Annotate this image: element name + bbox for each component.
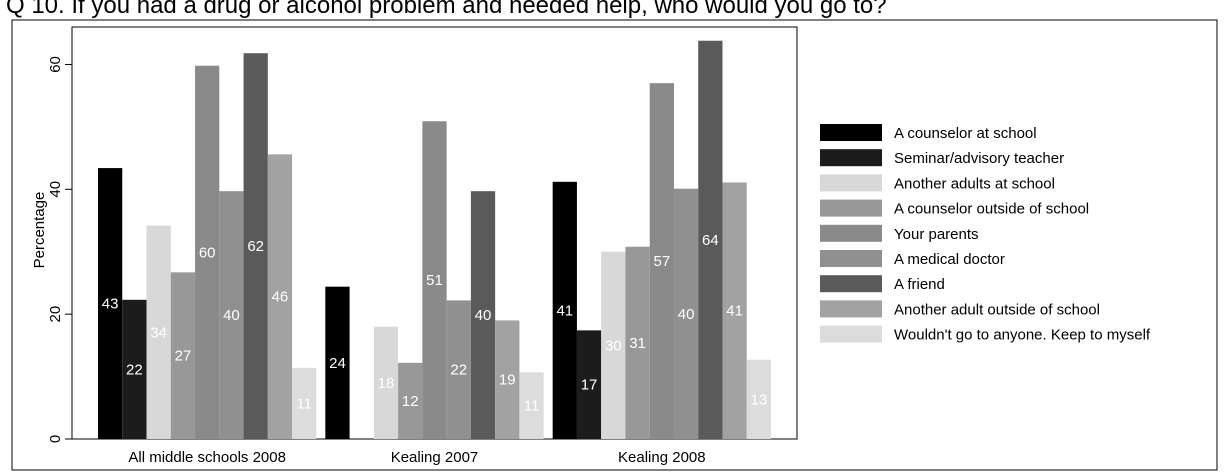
data-label: 22 bbox=[126, 361, 143, 378]
bar bbox=[673, 188, 699, 439]
bar bbox=[470, 191, 496, 439]
y-tick-label: 40 bbox=[47, 181, 64, 198]
x-tick-label: Kealing 2008 bbox=[618, 449, 706, 466]
data-label: 64 bbox=[702, 232, 719, 249]
data-label: 51 bbox=[426, 272, 443, 289]
bar bbox=[325, 286, 350, 439]
legend-label: A friend bbox=[894, 276, 945, 293]
data-label: 34 bbox=[150, 324, 167, 341]
data-label: 46 bbox=[272, 289, 289, 306]
data-label: 41 bbox=[726, 303, 743, 320]
x-tick-label: Kealing 2007 bbox=[391, 449, 479, 466]
legend-label: A counselor outside of school bbox=[894, 201, 1089, 218]
bar bbox=[552, 181, 577, 439]
bar bbox=[746, 359, 771, 439]
legend-swatch bbox=[820, 275, 882, 293]
bar bbox=[170, 272, 196, 439]
data-label: 27 bbox=[175, 348, 192, 365]
bar bbox=[219, 191, 244, 439]
y-tick-label: 20 bbox=[47, 306, 64, 323]
data-label: 40 bbox=[678, 306, 695, 323]
legend-swatch bbox=[820, 149, 882, 167]
data-label: 57 bbox=[653, 253, 670, 270]
y-axis-ticks: 0 20 40 60 bbox=[47, 56, 72, 443]
data-labels-layer: 43 22 34 27 60 40 62 46 11 24 18 12 51 22 40 19 11 41 17 30… bbox=[102, 232, 767, 415]
bar bbox=[195, 65, 220, 439]
data-label: 30 bbox=[605, 337, 622, 354]
legend: A counselor at school Seminar/advisory te… bbox=[820, 124, 1151, 344]
legend-label: Wouldn't go to anyone. Keep to myself bbox=[894, 327, 1151, 344]
y-tick-label: 60 bbox=[47, 56, 64, 73]
legend-swatch bbox=[820, 124, 882, 141]
data-label: 40 bbox=[475, 307, 492, 324]
data-label: 11 bbox=[524, 398, 540, 415]
legend-label: A medical doctor bbox=[894, 251, 1005, 268]
bar bbox=[601, 251, 626, 439]
bar bbox=[267, 154, 293, 439]
bar bbox=[373, 326, 399, 439]
data-label: 60 bbox=[199, 244, 216, 261]
data-label: 40 bbox=[223, 307, 240, 324]
legend-swatch bbox=[820, 300, 882, 318]
bar bbox=[625, 246, 650, 439]
legend-swatch bbox=[820, 224, 882, 242]
legend-label: Seminar/advisory teacher bbox=[894, 150, 1064, 167]
bar bbox=[146, 225, 171, 439]
bar bbox=[649, 83, 674, 440]
data-label: 22 bbox=[450, 362, 467, 379]
data-label: 18 bbox=[378, 375, 395, 392]
bar bbox=[446, 300, 471, 439]
data-label: 17 bbox=[581, 377, 598, 394]
legend-label: Another adults at school bbox=[894, 175, 1055, 192]
legend-swatch bbox=[820, 250, 882, 267]
chart-title: Q 10. If you had a drug or alcohol probl… bbox=[6, 0, 887, 19]
data-label: 11 bbox=[296, 395, 312, 412]
x-tick-label: All middle schools 2008 bbox=[128, 449, 286, 466]
bar bbox=[122, 299, 147, 439]
bar bbox=[722, 182, 747, 439]
legend-label: Your parents bbox=[894, 226, 979, 243]
bar bbox=[422, 121, 447, 439]
bar bbox=[98, 168, 123, 439]
legend-swatch bbox=[820, 174, 882, 192]
bars-layer bbox=[98, 40, 771, 440]
bar bbox=[243, 53, 268, 439]
legend-label: Another adult outside of school bbox=[894, 301, 1100, 318]
bar bbox=[698, 40, 723, 439]
legend-swatch bbox=[820, 199, 882, 217]
bar bbox=[398, 362, 423, 439]
data-label: 24 bbox=[329, 355, 346, 372]
bar bbox=[576, 330, 602, 439]
data-label: 41 bbox=[556, 302, 573, 319]
legend-label: A counselor at school bbox=[894, 125, 1037, 142]
data-label: 31 bbox=[629, 335, 646, 352]
data-label: 43 bbox=[102, 296, 119, 313]
data-label: 62 bbox=[247, 238, 264, 255]
bar bbox=[495, 320, 520, 439]
y-axis-title: Percentage bbox=[31, 192, 48, 269]
data-label: 19 bbox=[499, 372, 516, 389]
bar bbox=[519, 372, 544, 439]
bar bbox=[292, 367, 317, 439]
data-label: 12 bbox=[402, 393, 419, 410]
data-label: 13 bbox=[751, 391, 768, 408]
legend-swatch bbox=[820, 325, 882, 343]
y-tick-label: 0 bbox=[47, 435, 64, 443]
x-axis-ticks: All middle schools 2008 Kealing 2007 Keali… bbox=[128, 449, 705, 466]
